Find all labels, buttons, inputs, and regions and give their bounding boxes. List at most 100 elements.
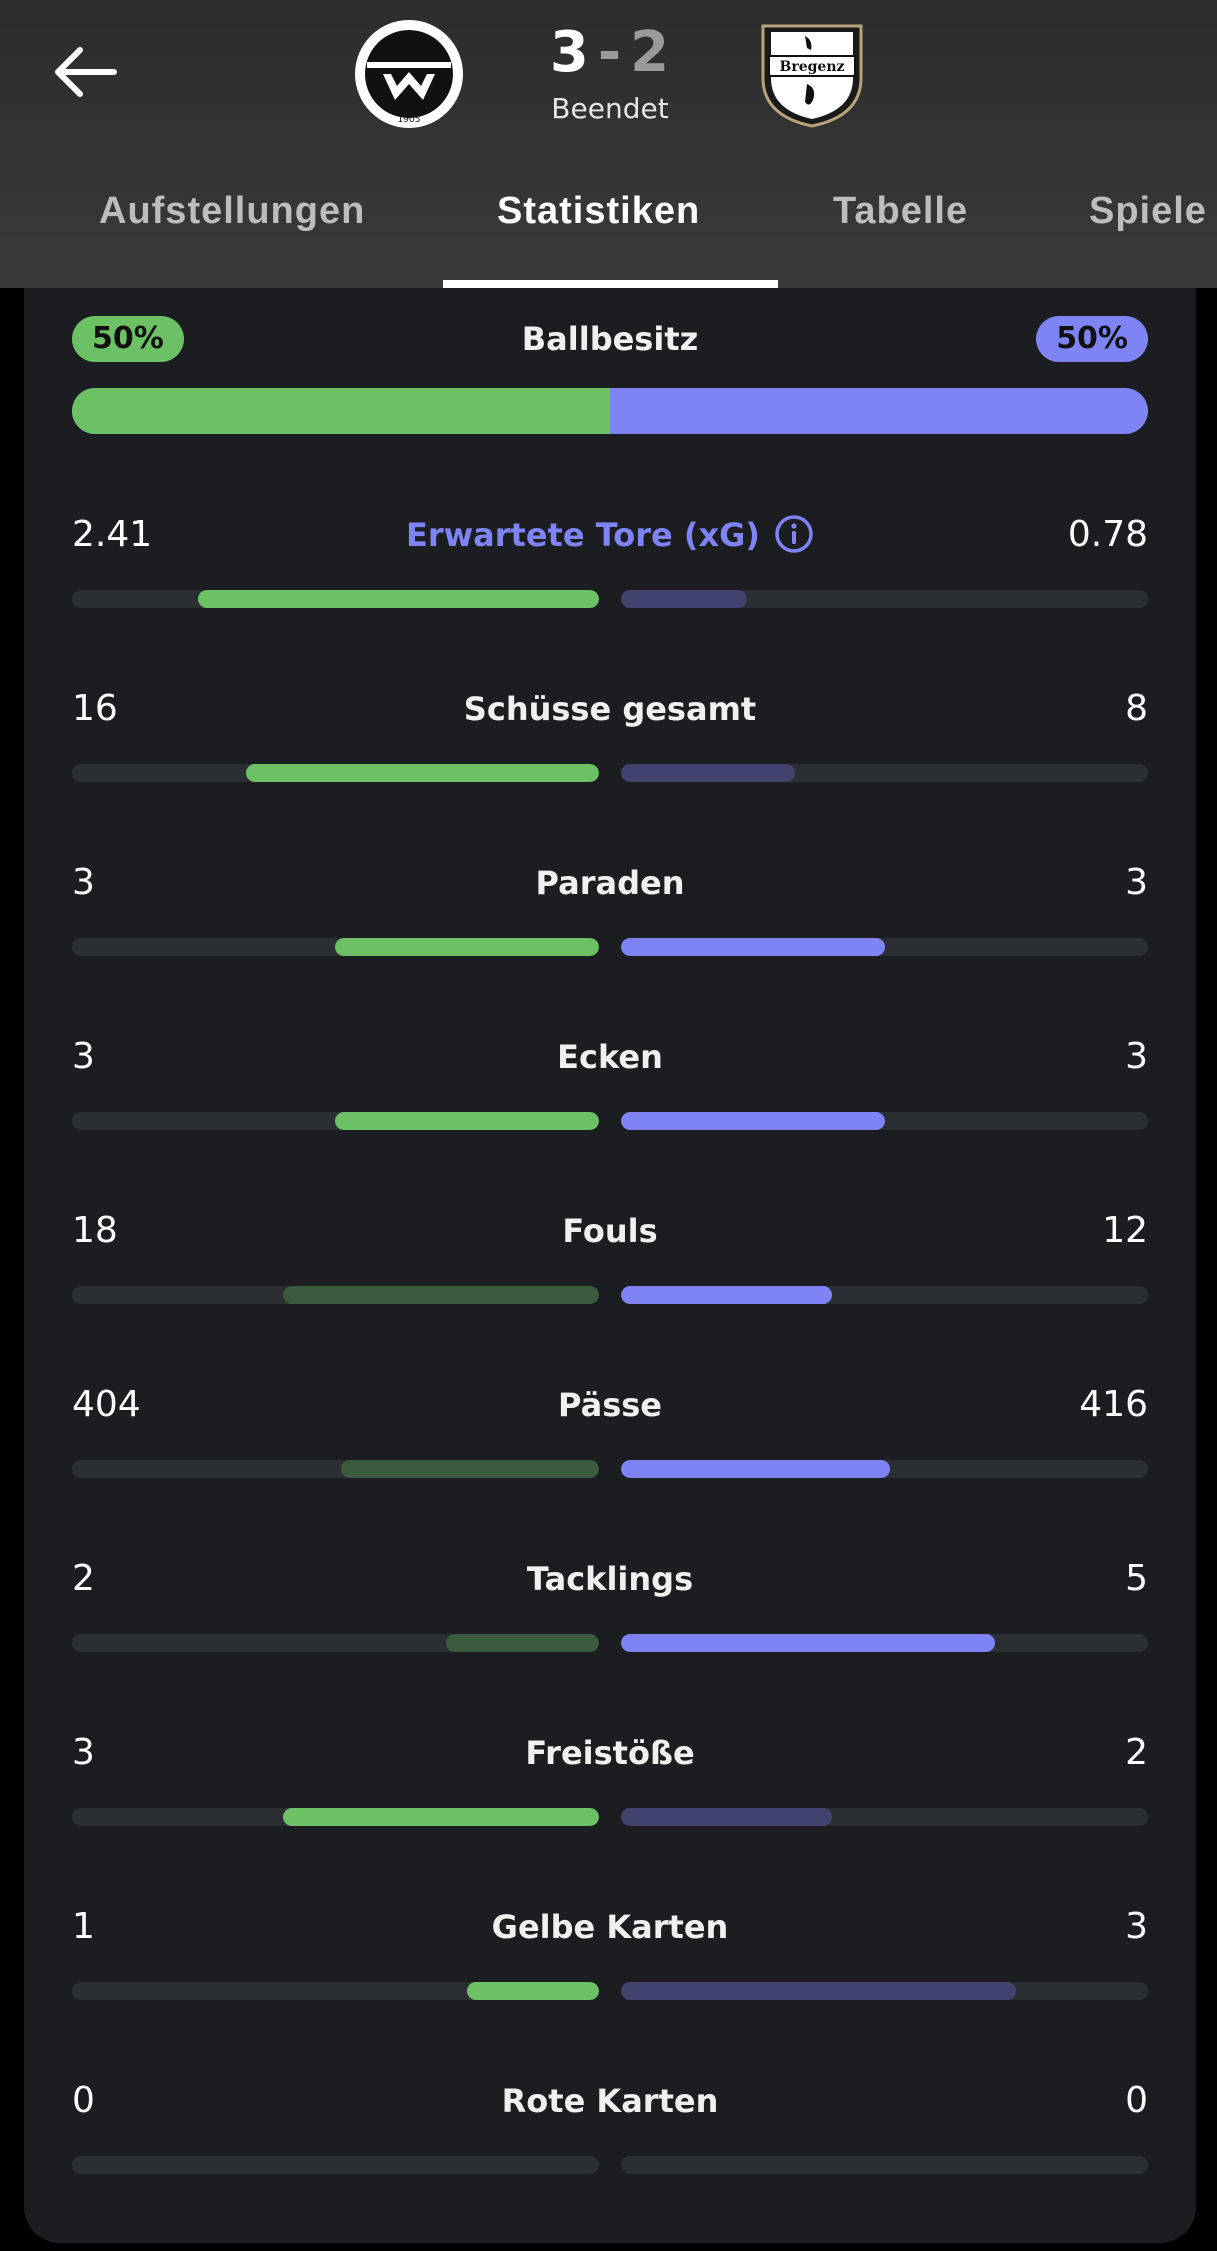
tab-spiele[interactable]: Spiele (1089, 190, 1207, 232)
stat-row: 1 Gelbe Karten 3 (72, 1902, 1148, 2002)
stat-label: Ecken (72, 1032, 1148, 1082)
stat-label: Pässe (72, 1380, 1148, 1430)
possession-bar-home-fill (72, 388, 610, 434)
stat-home-value: 3 (72, 1036, 95, 1077)
away-team-crest[interactable]: Bregenz (755, 18, 869, 130)
stat-label: Paraden (72, 858, 1148, 908)
home-score: 3 (549, 20, 590, 85)
stat-away-value: 3 (1125, 1036, 1148, 1077)
active-tab-indicator (443, 280, 778, 288)
stat-label-text: Erwartete Tore (xG) (405, 516, 761, 554)
stat-away-bar-fill (621, 764, 795, 782)
stat-home-bar (72, 1634, 599, 1652)
stat-home-value: 3 (72, 1732, 95, 1773)
possession-label: Ballbesitz (521, 320, 699, 358)
stat-away-bar (621, 1286, 1148, 1304)
stat-away-bar (621, 1460, 1148, 1478)
tab-aufstellungen[interactable]: Aufstellungen (99, 190, 366, 232)
possession-bar (72, 388, 1148, 434)
stat-away-bar (621, 1112, 1148, 1130)
stat-away-bar-fill (621, 1808, 832, 1826)
home-team-crest[interactable]: 1905 (353, 18, 465, 130)
stat-label-text: Ecken (557, 1038, 663, 1076)
stat-home-bar-fill (283, 1808, 599, 1826)
stat-row: 3 Ecken 3 (72, 1032, 1148, 1132)
stat-away-value: 8 (1125, 688, 1148, 729)
tab-bar: Aufstellungen Statistiken Tabelle Spiele (0, 180, 1217, 288)
stat-home-bar-fill (283, 1286, 599, 1304)
stat-row: 0 Rote Karten 0 (72, 2076, 1148, 2176)
stat-row: 16 Schüsse gesamt 8 (72, 684, 1148, 784)
stat-home-bar-fill (341, 1460, 599, 1478)
stat-away-bar-fill (621, 1982, 1016, 2000)
stat-row: 2 Tacklings 5 (72, 1554, 1148, 1654)
stat-home-bar-fill (446, 1634, 599, 1652)
stat-home-bar (72, 1982, 599, 2000)
match-score: 3-2 (530, 20, 690, 85)
stat-home-value: 3 (72, 862, 95, 903)
stat-home-bar-fill (335, 1112, 599, 1130)
stat-label: Schüsse gesamt (72, 684, 1148, 734)
stat-away-bar-fill (621, 1460, 890, 1478)
stat-away-value: 12 (1102, 1210, 1148, 1251)
stat-home-value: 1 (72, 1906, 95, 1947)
stat-away-bar (621, 2156, 1148, 2174)
stat-label-text: Gelbe Karten (491, 1908, 729, 1946)
stat-label-text: Rote Karten (501, 2082, 719, 2120)
stat-home-bar (72, 590, 599, 608)
stat-home-bar (72, 2156, 599, 2174)
stat-label: Gelbe Karten (72, 1902, 1148, 1952)
stat-away-value: 416 (1079, 1384, 1148, 1425)
stat-label-text: Paraden (535, 864, 685, 902)
stat-away-bar-fill (621, 1112, 885, 1130)
match-status: Beendet (551, 92, 669, 125)
stat-home-value: 16 (72, 688, 118, 729)
stat-label: Erwartete Tore (xG) (72, 510, 1148, 560)
stat-row: 3 Freistöße 2 (72, 1728, 1148, 1828)
stat-label: Fouls (72, 1206, 1148, 1256)
stat-label: Rote Karten (72, 2076, 1148, 2126)
stat-home-value: 2.41 (72, 514, 153, 555)
arrow-left-icon (55, 47, 117, 97)
stat-home-bar (72, 1808, 599, 1826)
stat-away-value: 2 (1125, 1732, 1148, 1773)
info-icon[interactable] (774, 514, 814, 554)
stat-away-value: 0.78 (1067, 514, 1148, 555)
stat-row: 3 Paraden 3 (72, 858, 1148, 958)
statistics-card: Ballbesitz 50% 50% 2.41 Erwartete Tore (x… (24, 288, 1196, 2243)
stat-away-bar (621, 590, 1148, 608)
away-crest-name: Bregenz (780, 59, 845, 75)
stat-away-value: 3 (1125, 1906, 1148, 1947)
stat-away-bar (621, 1982, 1148, 2000)
stat-row[interactable]: 2.41 Erwartete Tore (xG) 0.78 (72, 510, 1148, 610)
stat-away-bar-fill (621, 938, 885, 956)
stat-away-bar-fill (621, 1286, 832, 1304)
stat-label-text: Schüsse gesamt (463, 690, 757, 728)
stat-home-bar (72, 1460, 599, 1478)
tab-statistiken[interactable]: Statistiken (497, 190, 701, 232)
stat-label-text: Fouls (562, 1212, 658, 1250)
home-possession-badge: 50% (72, 316, 184, 362)
stat-away-value: 5 (1125, 1558, 1148, 1599)
stat-home-bar (72, 1112, 599, 1130)
stat-home-bar (72, 764, 599, 782)
stat-label-text: Tacklings (526, 1560, 694, 1598)
stat-label-text: Pässe (558, 1386, 662, 1424)
stat-away-value: 3 (1125, 862, 1148, 903)
stat-away-bar (621, 938, 1148, 956)
away-score: 2 (630, 20, 671, 85)
stat-home-bar (72, 938, 599, 956)
match-header: 1905 3-2 Beendet Bregenz Aufstellungen S… (0, 0, 1217, 288)
stat-label: Tacklings (72, 1554, 1148, 1604)
stat-home-value: 2 (72, 1558, 95, 1599)
stat-away-bar (621, 1634, 1148, 1652)
tab-tabelle[interactable]: Tabelle (833, 190, 969, 232)
stat-row: 18 Fouls 12 (72, 1206, 1148, 1306)
stat-away-bar (621, 1808, 1148, 1826)
stat-label: Freistöße (72, 1728, 1148, 1778)
stat-home-value: 18 (72, 1210, 118, 1251)
back-button[interactable] (50, 42, 120, 102)
stat-home-bar-fill (335, 938, 599, 956)
stat-home-value: 404 (72, 1384, 141, 1425)
stat-home-bar-fill (467, 1982, 599, 2000)
